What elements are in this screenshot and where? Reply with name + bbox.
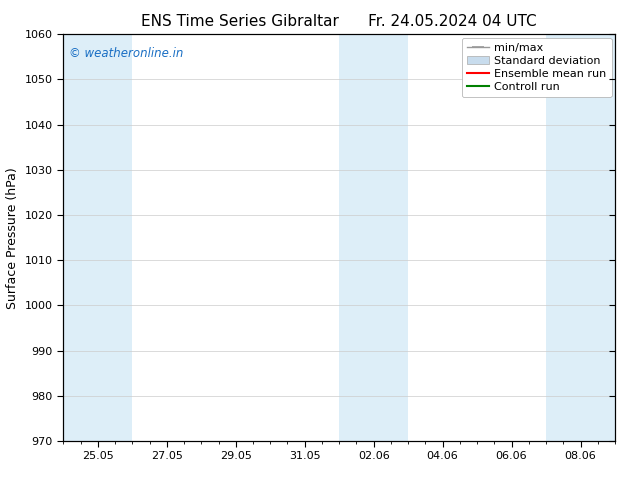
Bar <box>63 34 133 441</box>
Bar <box>339 34 408 441</box>
Title: ENS Time Series Gibraltar      Fr. 24.05.2024 04 UTC: ENS Time Series Gibraltar Fr. 24.05.2024… <box>141 14 537 29</box>
Y-axis label: Surface Pressure (hPa): Surface Pressure (hPa) <box>6 167 19 309</box>
Text: © weatheronline.in: © weatheronline.in <box>69 47 183 59</box>
Legend: min/max, Standard deviation, Ensemble mean run, Controll run: min/max, Standard deviation, Ensemble me… <box>462 38 612 97</box>
Bar <box>546 34 615 441</box>
